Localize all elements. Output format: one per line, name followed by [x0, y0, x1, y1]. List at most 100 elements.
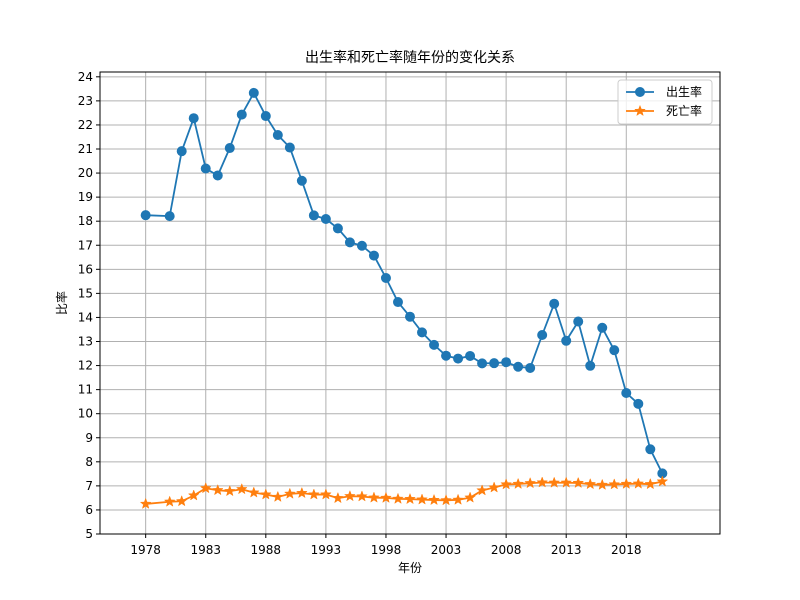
data-point [308, 210, 319, 221]
y-tick-label: 19 [78, 190, 93, 204]
data-point [344, 490, 356, 502]
data-point [331, 491, 344, 504]
plot-area-frame [99, 71, 721, 535]
data-point [644, 477, 657, 490]
x-tick-label: 2008 [491, 543, 522, 557]
series-layer [139, 87, 669, 509]
data-point [236, 109, 247, 120]
data-point [572, 476, 585, 489]
data-point [584, 477, 597, 490]
data-point [175, 495, 188, 507]
data-point [560, 476, 573, 488]
data-point [199, 482, 212, 494]
data-point [163, 495, 176, 507]
series-2 [139, 475, 669, 509]
data-point [440, 494, 452, 506]
data-point [549, 298, 560, 309]
x-tick-label: 2018 [611, 543, 642, 557]
data-point [392, 297, 403, 308]
data-point [271, 490, 284, 502]
data-point [609, 345, 620, 356]
data-point [248, 87, 259, 98]
y-tick-label: 5 [85, 527, 93, 541]
axis-ticks: 5 6 7 8 9 10 11 12 13 14 15 16 17 18 19 20 21 22 23 24 1978 1… [78, 70, 642, 557]
data-point [356, 490, 368, 502]
data-point [164, 211, 175, 222]
x-tick-label: 1998 [371, 543, 402, 557]
legend-item: 出生率 [626, 84, 702, 99]
y-tick-label: 13 [78, 335, 93, 349]
data-point [260, 111, 271, 122]
data-point [368, 250, 379, 261]
data-point [139, 497, 152, 509]
data-point [608, 478, 621, 490]
data-point [224, 143, 235, 154]
y-tick-label: 20 [78, 166, 93, 180]
data-point [477, 358, 488, 369]
data-point [656, 475, 669, 487]
y-tick-label: 21 [78, 142, 93, 156]
y-tick-label: 16 [78, 262, 93, 276]
data-point [320, 214, 331, 225]
data-point [235, 483, 248, 495]
data-point [525, 362, 536, 373]
data-point [223, 484, 236, 497]
data-point [404, 492, 416, 505]
data-point [247, 486, 260, 498]
data-point [441, 350, 452, 361]
data-point [429, 339, 440, 350]
y-axis-title: 比率 [54, 291, 69, 315]
y-tick-label: 11 [78, 383, 93, 397]
data-point [283, 487, 296, 499]
x-tick-label: 1993 [311, 543, 342, 557]
data-point [632, 477, 645, 489]
y-tick-label: 6 [85, 503, 93, 517]
data-point [332, 223, 343, 234]
legend-marker [634, 104, 646, 117]
data-point [513, 361, 524, 372]
legend-item: 死亡率 [626, 103, 702, 118]
data-point [356, 240, 367, 251]
data-point [500, 478, 513, 490]
data-point [295, 486, 308, 499]
data-point [489, 358, 500, 369]
y-tick-label: 15 [78, 286, 93, 300]
data-point [561, 335, 572, 346]
data-point [211, 483, 224, 496]
data-point [597, 322, 608, 333]
data-point [284, 142, 295, 153]
data-point [585, 360, 596, 371]
y-tick-label: 22 [78, 118, 93, 132]
data-point [465, 350, 476, 361]
y-tick-label: 23 [78, 94, 93, 108]
data-point [176, 146, 187, 157]
y-tick-label: 7 [85, 479, 93, 493]
data-point [140, 210, 151, 221]
data-point [620, 477, 633, 489]
data-point [319, 488, 332, 500]
x-axis-title: 年份 [398, 561, 422, 575]
data-point [452, 493, 464, 505]
data-point [259, 488, 272, 500]
data-point [548, 476, 561, 488]
data-point [380, 491, 392, 503]
data-point [188, 113, 199, 124]
y-tick-label: 8 [85, 455, 93, 469]
data-point [621, 387, 632, 398]
y-tick-label: 10 [78, 407, 93, 421]
data-point [573, 316, 584, 327]
legend-marker [635, 87, 645, 97]
x-tick-label: 1983 [190, 543, 221, 557]
x-tick-label: 1978 [130, 543, 161, 557]
legend-label: 出生率 [666, 84, 702, 99]
data-point [633, 398, 644, 409]
data-point [501, 357, 512, 368]
data-point [645, 444, 656, 455]
y-tick-label: 18 [78, 214, 93, 228]
data-point [405, 311, 415, 322]
data-point [200, 163, 211, 174]
data-point [464, 491, 476, 503]
